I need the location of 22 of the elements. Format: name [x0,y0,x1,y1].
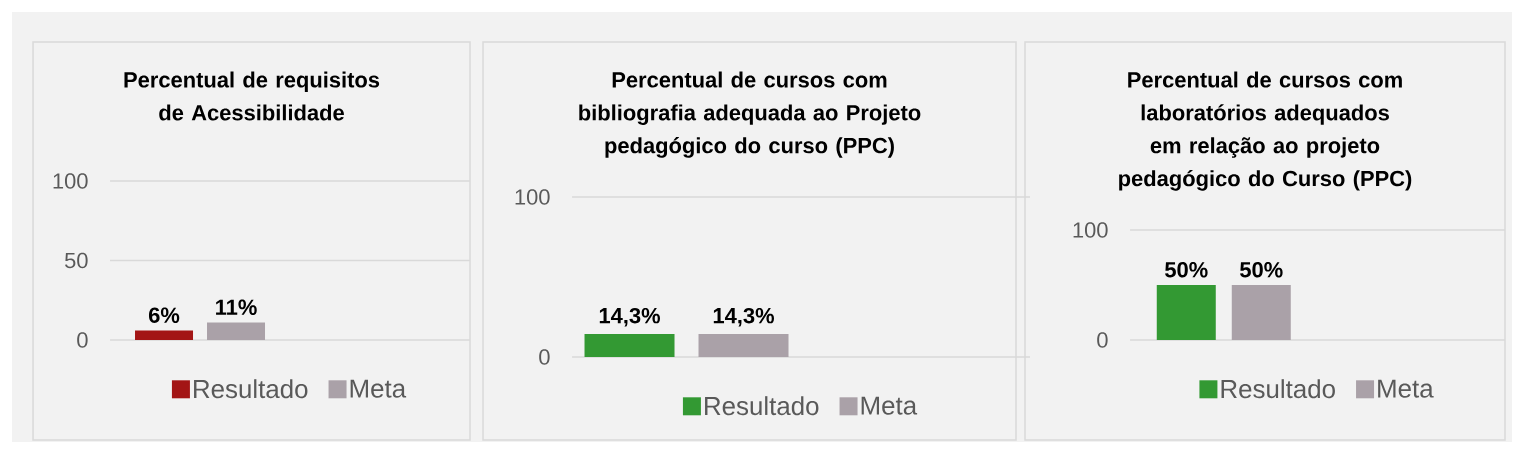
chart-title: Percentual de cursos com bibliografia adequada ao Projeto pedagógico do curso (PPC) [579,71,921,158]
legend-label: Resultado [1221,379,1335,399]
y-tick-label: 100 [53,173,88,189]
chart-title: Percentual de requisitos de Acessibilidade [124,71,380,121]
y-tick-label: 50 [64,252,88,269]
data-label: 14,3% [599,307,660,327]
data-label: 11% [216,299,257,315]
y-tick-label: 0 [539,349,550,365]
legend-label: Meta [350,379,407,398]
data-label: 6% [148,307,180,323]
y-tick-label: 0 [1097,332,1108,348]
legend-label: Resultado [194,379,308,399]
y-tick-label: 100 [515,189,550,205]
data-label: 50% [1240,261,1283,278]
data-label: 14,3% [713,307,774,327]
legend-label: Meta [861,396,918,415]
y-tick-label: 0 [77,332,88,348]
data-label: 50% [1165,261,1208,278]
y-tick-label: 100 [1073,222,1108,238]
legend-label: Meta [1378,379,1434,398]
chart-title: Percentual de cursos com laboratórios adequados em relação ao projeto pedagógico do Curso (PPC) [1119,71,1412,191]
legend-label: Resultado [705,396,819,416]
